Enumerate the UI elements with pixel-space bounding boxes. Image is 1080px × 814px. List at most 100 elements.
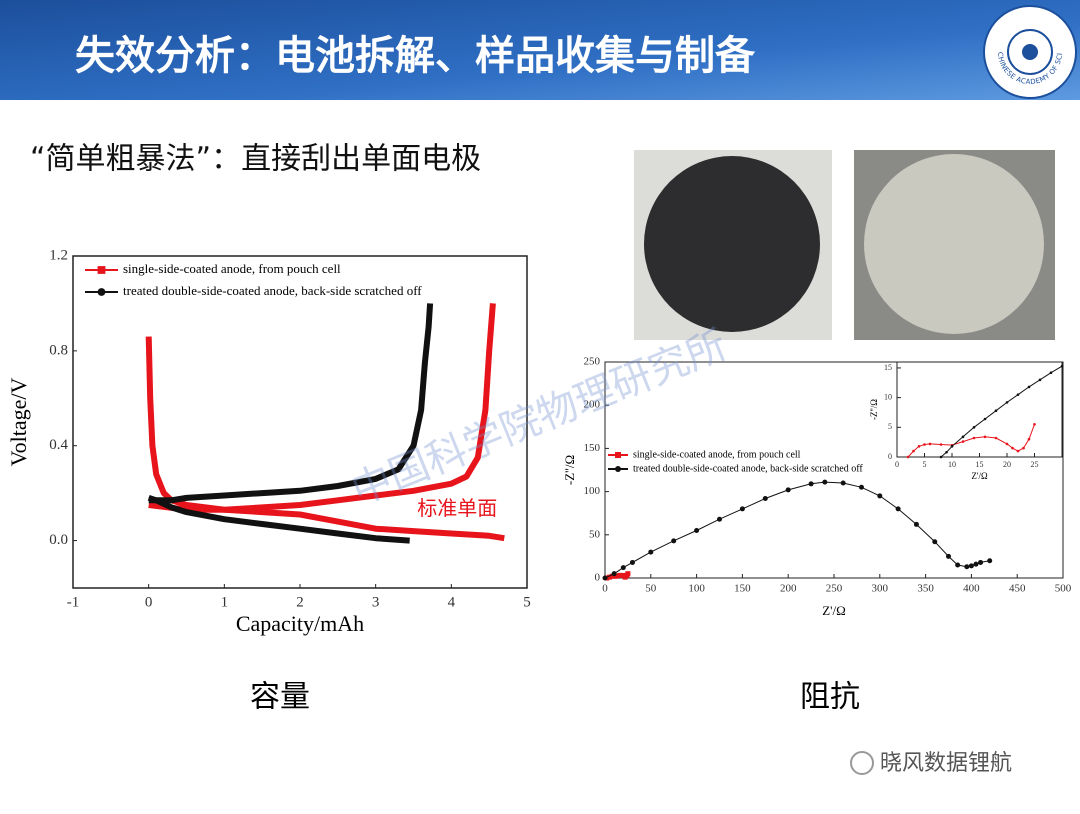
caption: 阻抗 — [800, 680, 860, 715]
data-point — [1038, 378, 1042, 382]
x-tick-label: 300 — [872, 583, 889, 595]
y-tick-label: 15 — [884, 363, 892, 372]
x-tick-label: 0 — [602, 583, 608, 595]
data-point — [1016, 393, 1020, 396]
data-point — [1033, 423, 1036, 426]
y-tick-label: 250 — [584, 356, 601, 368]
x-tick-label: 0 — [145, 594, 153, 610]
data-point — [906, 455, 910, 459]
legend-marker — [615, 466, 621, 472]
x-tick-label: 350 — [917, 583, 934, 595]
data-point — [994, 436, 998, 440]
y-tick-label: 0 — [888, 452, 892, 461]
data-point — [964, 564, 970, 570]
x-tick-label: 500 — [1055, 583, 1072, 595]
x-axis-label: Z'/Ω — [971, 471, 988, 481]
x-tick-label: 250 — [826, 583, 843, 595]
x-tick-label: 3 — [372, 594, 380, 610]
data-point — [607, 574, 613, 580]
x-tick-label: 450 — [1009, 583, 1026, 595]
y-tick-label: 0.4 — [49, 437, 68, 453]
y-tick-label: 150 — [584, 442, 601, 454]
x-tick-label: 2 — [296, 594, 304, 610]
data-point — [858, 484, 864, 490]
x-tick-label: 0 — [895, 460, 899, 469]
data-point — [694, 527, 700, 533]
y-axis-label: -Z''/Ω — [869, 399, 879, 420]
data-point — [978, 559, 984, 565]
data-point — [1027, 437, 1031, 441]
y-tick-label: 0.8 — [49, 342, 68, 358]
y-tick-label: 0.0 — [49, 532, 68, 548]
x-tick-label: 4 — [448, 594, 456, 610]
data-point — [987, 558, 993, 564]
caption: 容量 — [250, 680, 310, 715]
legend-marker — [97, 288, 106, 296]
data-point — [946, 553, 951, 559]
annotation: 标准单面 — [417, 496, 497, 520]
data-point — [932, 539, 938, 545]
photo-left — [634, 150, 832, 340]
x-axis-label: Capacity/mAh — [236, 611, 364, 636]
data-point — [939, 455, 943, 459]
x-tick-label: 5 — [523, 594, 531, 610]
x-tick-label: 100 — [688, 583, 705, 595]
data-point — [923, 443, 926, 446]
x-tick-label: 200 — [780, 583, 797, 595]
x-tick-label: 150 — [734, 583, 751, 595]
data-point — [1022, 446, 1025, 450]
data-point — [972, 426, 976, 429]
data-point — [983, 435, 987, 439]
data-point — [840, 480, 846, 486]
y-tick-label: 50 — [589, 528, 601, 540]
header-bar — [0, 0, 1080, 100]
header-title: 失效分析：电池拆解、样品收集与制备 — [75, 33, 756, 79]
data-line — [148, 303, 496, 513]
data-point — [762, 496, 768, 502]
y-axis-label: -Z''/Ω — [562, 455, 577, 485]
data-point — [945, 450, 948, 454]
data-point — [717, 516, 722, 522]
data-point — [613, 573, 619, 579]
y-tick-label: 0 — [595, 572, 601, 584]
data-point — [972, 436, 976, 440]
data-point — [625, 571, 631, 577]
data-point — [895, 506, 901, 512]
data-point — [968, 563, 974, 569]
data-point — [994, 409, 998, 412]
data-point — [822, 479, 828, 485]
x-tick-label: 50 — [645, 583, 657, 595]
legend-label: treated double-side-coated anode, back-s… — [123, 283, 422, 298]
data-point — [648, 549, 654, 555]
inset-chart: 0 5 10 15 20 25 0 5 10 15 Z'/Ω -Z''/Ω — [869, 361, 1064, 481]
x-axis-label: Z'/Ω — [822, 603, 846, 618]
legend-marker — [615, 452, 621, 458]
x-tick-label: -1 — [67, 594, 80, 610]
data-point — [785, 487, 791, 493]
x-tick-label: 20 — [1003, 460, 1011, 469]
x-tick-label: 10 — [948, 460, 956, 469]
footer-icon — [850, 751, 874, 775]
data-line — [147, 495, 410, 544]
data-point — [917, 445, 921, 448]
y-tick-label: 10 — [884, 392, 892, 401]
data-point — [671, 538, 677, 544]
footer: 晓风数据锂航 — [880, 751, 1012, 776]
data-point — [961, 440, 965, 443]
data-point — [913, 521, 919, 527]
data-point — [1005, 442, 1009, 446]
impedance-chart: 0 50 100 150 200 250 300 350 400 450 5000501001502… — [562, 356, 1072, 618]
legend-label: single-side-coated anode, from pouch cel… — [123, 261, 341, 276]
x-tick-label: 400 — [963, 583, 980, 595]
plot-frame — [896, 361, 1063, 458]
y-axis-label: Voltage/V — [6, 377, 31, 466]
data-point — [620, 565, 626, 571]
x-tick-label: 25 — [1031, 460, 1039, 469]
data-line — [604, 481, 990, 579]
legend-marker — [97, 266, 106, 274]
y-tick-label: 100 — [584, 485, 601, 497]
photo-right — [854, 150, 1055, 340]
data-point — [950, 445, 954, 448]
data-point — [611, 571, 617, 577]
data-point — [912, 449, 915, 453]
